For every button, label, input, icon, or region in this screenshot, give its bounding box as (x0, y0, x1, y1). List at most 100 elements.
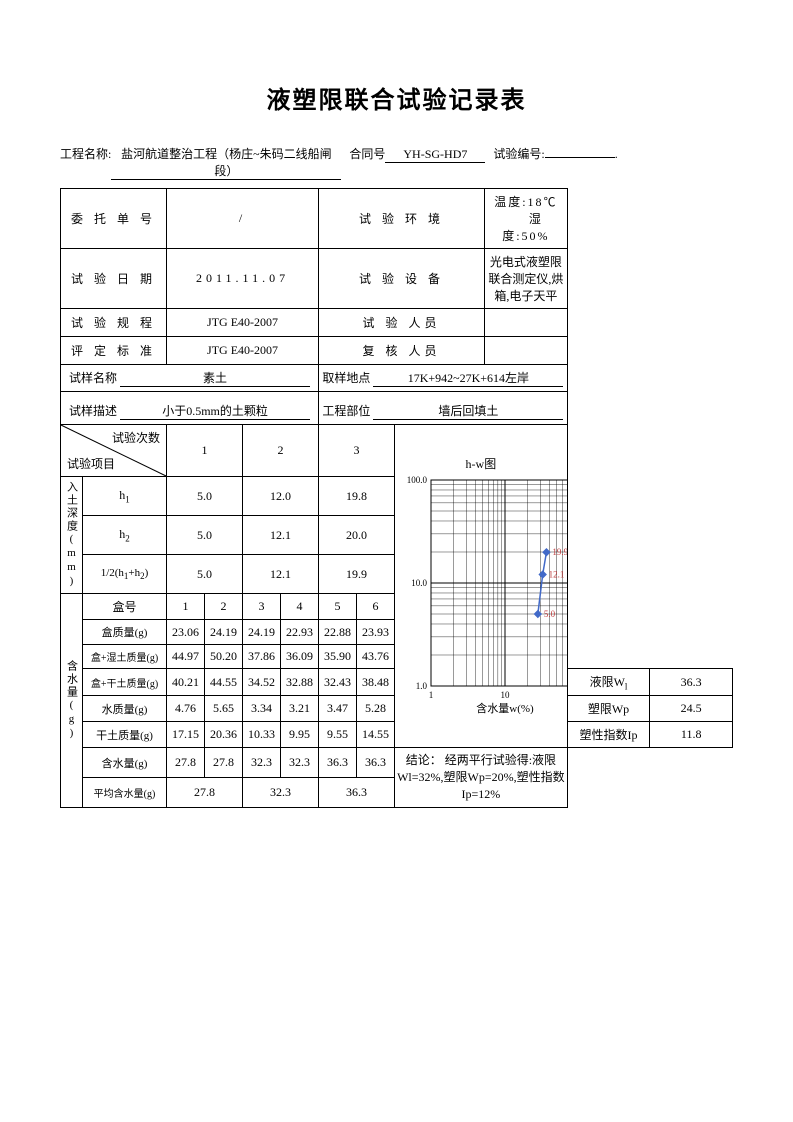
wr3v4: 32.88 (281, 669, 319, 696)
sample-name-label: 试样名称 (69, 369, 117, 386)
criteria-val: JTG E40-2007 (167, 337, 319, 365)
havg-v2: 12.1 (243, 555, 319, 594)
sample-part: 墙后回填土 (373, 402, 563, 420)
project-label: 工程名称: (60, 145, 111, 162)
wr3v6: 38.48 (357, 669, 395, 696)
env-val: 温度:18℃ 湿度:50% (485, 189, 568, 249)
meta-line: 工程名称: 盐河航道整治工程（杨庄~朱码二线船闸段） 合同号 YH-SG-HD7… (60, 145, 733, 180)
main-table: 委 托 单 号 / 试 验 环 境 温度:18℃ 湿度:50% 试 验 日 期 … (60, 188, 733, 808)
wr4v2: 5.65 (205, 696, 243, 722)
box-no-label: 盒号 (83, 594, 167, 620)
wr4v4: 3.21 (281, 696, 319, 722)
wr2-label: 盒+湿土质量(g) (83, 645, 167, 669)
test-no-label: 试验编号: (493, 145, 544, 162)
page: 液塑限联合试验记录表 工程名称: 盐河航道整治工程（杨庄~朱码二线船闸段） 合同… (0, 0, 793, 1122)
contract-label: 合同号 (349, 145, 385, 162)
test-date-val: 2011.11.07 (167, 249, 319, 309)
wr5v6: 14.55 (357, 722, 395, 748)
test-no (545, 157, 615, 158)
chart-holder: 1101001.010.0100.0含水量w(%)锥入深度h(mm)5.012.… (397, 474, 565, 718)
wr5v2: 20.36 (205, 722, 243, 748)
depth-group-label: 入土深度(mm) (61, 477, 83, 594)
ip-label: 塑性指数Ip (567, 722, 650, 748)
conclusion-label: 结论： (406, 753, 442, 767)
wr6v1: 27.8 (167, 748, 205, 777)
wr1v1: 23.06 (167, 620, 205, 645)
h1-v1: 5.0 (167, 477, 243, 516)
wr1v4: 22.93 (281, 620, 319, 645)
wr6v4: 32.3 (281, 748, 319, 777)
h1-v2: 12.0 (243, 477, 319, 516)
hdr-row-3: 试 验 规 程 JTG E40-2007 试 验 人员 (61, 309, 733, 337)
wr5-label: 干土质量(g) (83, 722, 167, 748)
wr2v1: 44.97 (167, 645, 205, 669)
h2-v2: 12.1 (243, 516, 319, 555)
tester-val (485, 309, 568, 337)
equip-val: 光电式液塑限联合测定仪,烘箱,电子天平 (485, 249, 568, 309)
box1: 1 (167, 594, 205, 620)
sample-loc: 17K+942~27K+614左岸 (373, 369, 563, 387)
wr2v5: 35.90 (319, 645, 357, 669)
trial-header-row: 试验次数 试验项目 1 2 3 h-w图 1101001.010.0100.0含… (61, 425, 733, 477)
wr5v1: 17.15 (167, 722, 205, 748)
svg-text:1: 1 (429, 690, 434, 700)
water-row-6: 含水量(g) 27.8 27.8 32.3 32.3 36.3 36.3 结论：… (61, 748, 733, 777)
avg1: 27.8 (167, 777, 243, 807)
sample-row-2: 试样描述 小于0.5mm的土颗粒 工程部位 墙后回填土 (61, 392, 733, 425)
wr2v6: 43.76 (357, 645, 395, 669)
svg-text:19.9: 19.9 (552, 547, 567, 557)
water-group-label: 含水量(g) (61, 594, 83, 808)
hdr-row-4: 评 定 标 准 JTG E40-2007 复 核 人员 (61, 337, 733, 365)
chart-title: h-w图 (397, 455, 565, 472)
tester-label: 试 验 人员 (319, 309, 485, 337)
spec-label: 试 验 规 程 (61, 309, 167, 337)
havg-v3: 19.9 (319, 555, 395, 594)
svg-text:含水量w(%): 含水量w(%) (476, 701, 534, 714)
wr1v3: 24.19 (243, 620, 281, 645)
svg-text:1.0: 1.0 (416, 681, 428, 691)
h2-v3: 20.0 (319, 516, 395, 555)
svg-text:12.1: 12.1 (549, 569, 565, 579)
hdr-row-2: 试 验 日 期 2011.11.07 试 验 设 备 光电式液塑限联合测定仪,烘… (61, 249, 733, 309)
equip-label: 试 验 设 备 (319, 249, 485, 309)
h1-v3: 19.8 (319, 477, 395, 516)
svg-text:10: 10 (501, 690, 511, 700)
wr1v2: 24.19 (205, 620, 243, 645)
criteria-label: 评 定 标 准 (61, 337, 167, 365)
avg3: 36.3 (319, 777, 395, 807)
box6: 6 (357, 594, 395, 620)
trial-1: 1 (167, 425, 243, 477)
test-date-label: 试 验 日 期 (61, 249, 167, 309)
sample-desc-label: 试样描述 (69, 402, 117, 419)
page-title: 液塑限联合试验记录表 (60, 80, 733, 115)
reviewer-val (485, 337, 568, 365)
env-label: 试 验 环 境 (319, 189, 485, 249)
wp-val: 24.5 (650, 696, 733, 722)
conclusion-cell: 结论： 经两平行试验得:液限Wl=32%,塑限Wp=20%,塑性指数Ip=12% (395, 748, 568, 807)
wr4v3: 3.34 (243, 696, 281, 722)
havg-v1: 5.0 (167, 555, 243, 594)
wp-label: 塑限Wp (567, 696, 650, 722)
wr5v4: 9.95 (281, 722, 319, 748)
wr1v5: 22.88 (319, 620, 357, 645)
svg-text:100.0: 100.0 (407, 475, 428, 485)
spec-val: JTG E40-2007 (167, 309, 319, 337)
wr3v3: 34.52 (243, 669, 281, 696)
wr2v2: 50.20 (205, 645, 243, 669)
project-name: 盐河航道整治工程（杨庄~朱码二线船闸段） (111, 145, 341, 180)
box2: 2 (205, 594, 243, 620)
sample-row-1: 试样名称 素土 取样地点 17K+942~27K+614左岸 (61, 365, 733, 392)
wr1v6: 23.93 (357, 620, 395, 645)
wr6v3: 32.3 (243, 748, 281, 777)
wr4v5: 3.47 (319, 696, 357, 722)
reviewer-label: 复 核 人员 (319, 337, 485, 365)
temp-val: 18℃ (528, 195, 558, 209)
wr2v4: 36.09 (281, 645, 319, 669)
box4: 4 (281, 594, 319, 620)
diag-header: 试验次数 试验项目 (61, 425, 167, 477)
box3: 3 (243, 594, 281, 620)
wr4v6: 5.28 (357, 696, 395, 722)
havg-label: 1/2(h1+h2) (83, 555, 167, 594)
commission-no-val: / (167, 189, 319, 249)
trial-3: 3 (319, 425, 395, 477)
